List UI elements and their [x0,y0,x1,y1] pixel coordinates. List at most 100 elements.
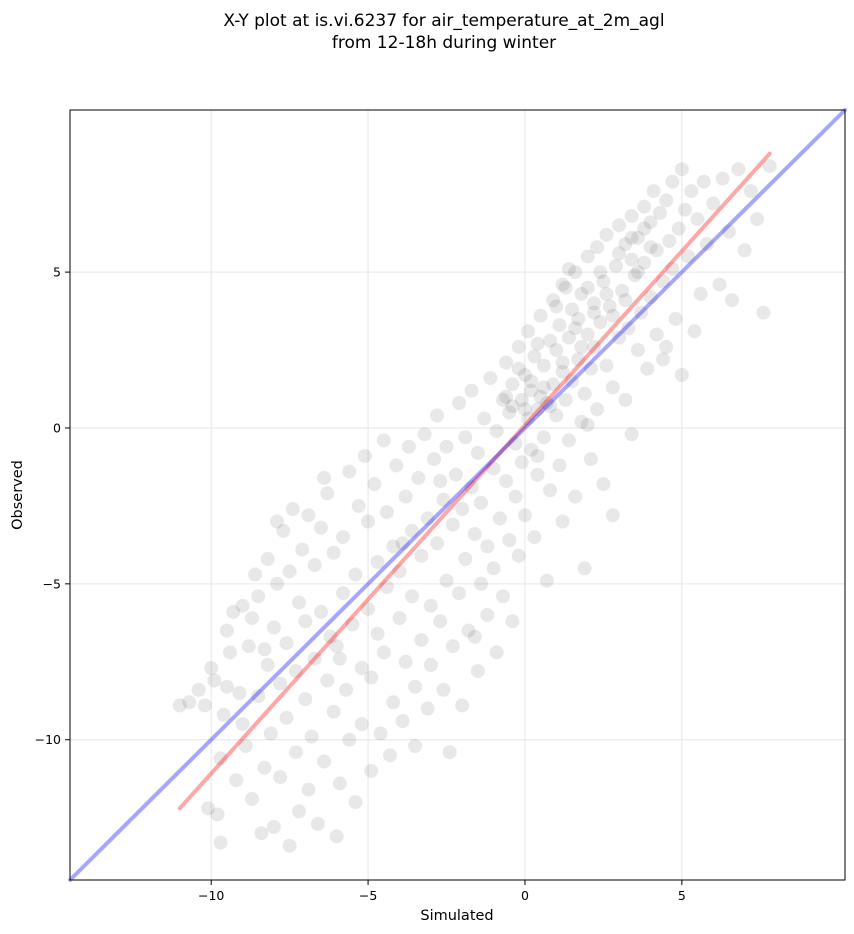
scatter-point [593,265,608,280]
grid [70,110,845,880]
x-tick-label: 0 [521,888,529,903]
scatter-point [351,498,366,513]
scatter-point [539,396,554,410]
scatter-point [398,489,413,504]
scatter-point [273,770,288,785]
scatter-point [483,371,498,386]
scatter-point [172,698,187,713]
scatter-point [480,608,495,622]
scatter-point [480,539,495,554]
scatter-point [477,411,492,426]
scatter-point [518,402,532,417]
scatter-point [235,598,250,613]
scatter-point [282,838,297,853]
scatter-point [587,305,601,320]
scatter-point [408,679,423,694]
scatter-point [279,636,294,651]
scatter-point [583,452,598,467]
scatter-point [505,399,520,414]
scatter-point [605,508,620,523]
scatter-point [260,657,275,672]
scatter-point [530,467,545,482]
scatter-point [555,355,570,370]
scatter-point [640,361,655,376]
scatter-point [536,380,551,395]
scatter-point [555,277,570,292]
scatter-point [505,377,520,392]
scatter-point [370,626,385,641]
scatter-point [354,661,369,675]
scatter-point [235,717,250,732]
scatter-point [624,230,639,245]
scatter-point [656,274,670,289]
scatter-point [455,698,470,713]
x-tick-label: 5 [678,888,686,903]
scatter-point [210,807,225,822]
scatter-point [320,673,335,688]
scatter-point [530,402,545,417]
scatter-point [605,308,620,323]
scatter-point [699,237,714,251]
scatter-point [245,611,259,626]
scatter-point [464,480,479,495]
scatter-point [257,642,272,657]
scatter-point [546,377,561,392]
scatter-point [458,551,473,566]
scatter-point [467,527,482,541]
identity-line [68,108,847,882]
scatter-point [630,265,645,280]
scatter-point [417,427,432,442]
scatter-point [530,336,545,351]
scatter-point [593,315,608,329]
scatter-point [448,467,463,482]
scatter-point [223,645,237,660]
scatter-point [574,286,589,301]
scatter-point [643,240,658,255]
scatter-point [392,564,407,579]
scatter-point [605,380,620,395]
scatter-point [298,614,313,629]
scatter-point [596,477,611,492]
scatter-point [216,707,231,722]
scatter-point [405,523,419,538]
scatter-point [317,470,332,485]
scatter-point [414,548,429,563]
scatter-point [565,374,579,389]
scatter-point [354,717,369,732]
chart-title-line-1: X-Y plot at is.vi.6237 for air_temperatu… [223,11,664,31]
scatter-point [527,349,542,364]
scatter-point [659,193,674,208]
x-tick-label: −5 [359,888,377,903]
scatter-point [348,795,363,810]
scatter-point [436,682,451,697]
scatter-point [386,695,401,710]
scatter-point [213,751,228,766]
scatter-point [508,436,523,451]
scatter-point [634,305,649,320]
scatter-point [580,417,595,432]
scatter-point [301,508,316,523]
scatter-point [580,249,595,264]
scatter-point [336,530,350,545]
scatter-point [232,686,247,700]
scatter-point [408,739,423,753]
scatter-point [339,682,354,697]
scatter-point [571,311,586,326]
scatter-point [583,361,598,376]
scatter-point [317,754,332,769]
scatter-point [474,576,488,591]
scatter-point [379,505,394,520]
scatter-point [257,760,272,775]
scatter-point [370,555,385,569]
scatter-point [474,495,488,510]
scatter-point [292,595,306,610]
scatter-point [505,614,520,629]
scatter-point [637,221,652,236]
scatter-point [543,483,558,498]
scatter-point [213,835,228,850]
scatter-point [191,682,206,697]
scatter-point [219,623,234,638]
scatter-point [712,277,727,292]
scatter-point [392,611,407,626]
scatter-point [486,461,501,476]
